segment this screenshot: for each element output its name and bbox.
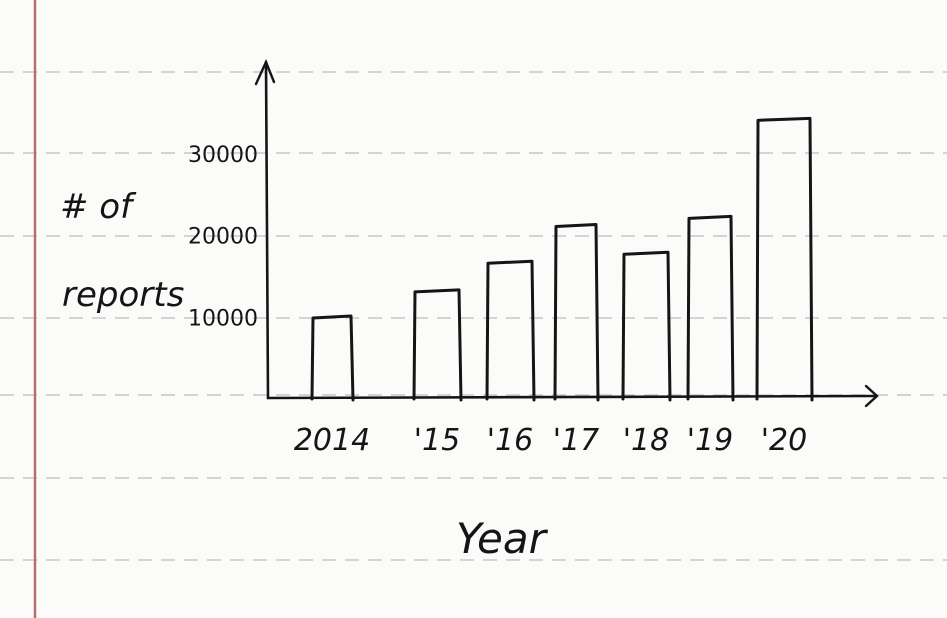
- bar-'17: [553, 223, 600, 402]
- x-tick-label: '19: [687, 423, 733, 458]
- x-tick-label: '15: [414, 423, 460, 458]
- y-tick-label: 10000: [188, 306, 258, 331]
- y-tick-label: 30000: [188, 143, 258, 168]
- bar-'18: [621, 250, 672, 402]
- x-tick-label: '18: [623, 423, 669, 458]
- x-tick-label: '20: [761, 423, 807, 458]
- y-axis-arrow: [254, 58, 276, 86]
- bar-'20: [755, 116, 814, 402]
- x-axis-label: Year: [456, 514, 549, 563]
- y-axis-label: # of reports: [60, 187, 184, 315]
- x-tick-label: 2014: [294, 423, 370, 458]
- x-tick-labels: 2014 '15 '16 '17 '18 '19 '20: [294, 423, 807, 458]
- bar-'19: [686, 214, 735, 402]
- bars: [310, 116, 814, 402]
- x-tick-label: '17: [553, 423, 599, 458]
- bar-2014: [310, 314, 355, 402]
- y-tick-labels: 10000 20000 30000: [188, 143, 258, 331]
- ruled-lines: [0, 71, 947, 561]
- y-tick-label: 20000: [188, 225, 258, 250]
- x-axis-arrow: [864, 384, 879, 408]
- bar-'15: [412, 288, 463, 402]
- axes: [254, 58, 879, 408]
- y-axis: [264, 60, 270, 400]
- bar-chart: 10000 20000 30000 2014 '15 '16 '17 '18 '19 '20 #…: [60, 58, 879, 563]
- bar-'16: [485, 259, 536, 402]
- x-axis: [266, 394, 878, 400]
- x-tick-label: '16: [487, 423, 533, 458]
